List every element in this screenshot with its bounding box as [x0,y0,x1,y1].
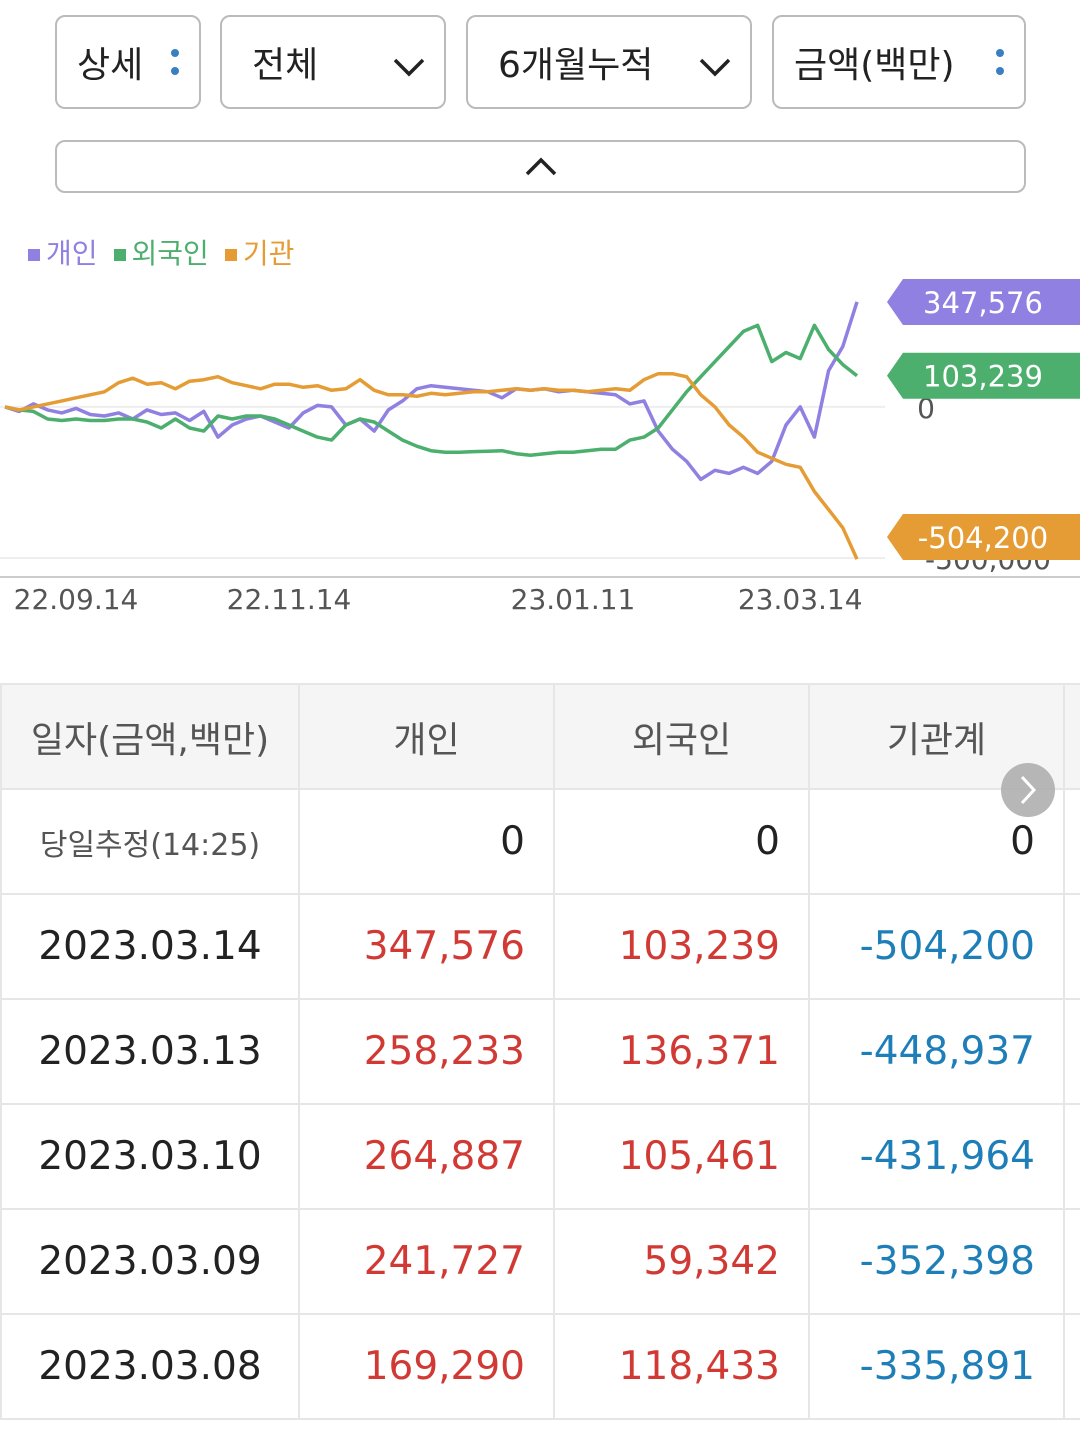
y-tick-label: 0 [917,392,935,425]
date-cell: 2023.03.13 [0,998,300,1105]
x-tick-label: 23.01.11 [511,583,636,616]
value-cell: -504,200 [808,893,1065,1000]
dots-icon [171,49,179,75]
value-cell: 258,233 [298,998,555,1105]
table-row: 2023.03.10 264,887 105,461 -431,964 [0,1103,1080,1210]
end-tag [887,279,1080,325]
end-tag-label: 347,576 [923,286,1043,320]
button-label: 상세 [77,45,144,86]
header-cell: 일자(금액,백만) [0,683,300,790]
value-cell: 103,239 [553,893,810,1000]
detail-button[interactable]: 상세 [55,15,201,109]
end-tag-label: -504,200 [918,521,1048,555]
dropdown-label: 6개월누적 [498,45,654,86]
legend-label: 개인 [46,237,98,270]
date-cell: 2023.03.10 [0,1103,300,1210]
scope-dropdown[interactable]: 전체 [220,15,446,109]
legend-item: 개인 [28,232,98,272]
header-cell-extra [1063,683,1080,790]
table-row: 당일추정(14:25) 0 0 0 [0,788,1080,895]
x-tick-label: 22.11.14 [227,583,352,616]
chevron-up-icon [525,157,556,175]
end-tag-label: 103,239 [923,360,1043,394]
value-cell: 347,576 [298,893,555,1000]
value-cell: 241,727 [298,1208,555,1315]
legend-swatch [113,249,126,261]
button-label: 금액(백만) [794,45,955,86]
line-series [4,301,859,482]
table-row: 2023.03.14 347,576 103,239 -504,200 [0,893,1080,1000]
end-tag [887,352,1080,399]
extra-cell [1063,788,1080,895]
legend-swatch [224,249,237,261]
value-cell: 105,461 [553,1103,810,1210]
header-cell: 외국인 [553,683,810,790]
legend-swatch [28,249,40,261]
legend-label: 기관 [242,237,295,270]
dropdown-label: 전체 [252,45,319,86]
value-cell: 264,887 [298,1103,555,1210]
x-tick-label: 22.09.14 [14,583,139,616]
extra-cell [1063,1313,1080,1420]
value-cell: -448,937 [808,998,1065,1105]
date-cell: 2023.03.08 [0,1313,300,1420]
extra-cell [1063,893,1080,1000]
value-cell: 59,342 [553,1208,810,1315]
chevron-icon [699,58,731,77]
date-cell: 당일추정(14:25) [0,788,300,895]
data-table: 일자(금액,백만) 개인 외국인 기관계 당일추정(14:25) 0 0 0 2023.03.1… [0,683,1080,1420]
value-cell: 136,371 [553,998,810,1105]
line-series [4,371,859,560]
value-cell: 0 [298,788,555,895]
legend: 개인 외국인 기관 [28,232,294,272]
header-row: 일자(금액,백만) 개인 외국인 기관계 [0,683,1080,790]
chevron-icon [393,58,425,77]
line-series [4,323,859,457]
date-cell: 2023.03.09 [0,1208,300,1315]
scroll-right-button[interactable] [1000,762,1056,818]
legend-label: 외국인 [131,237,209,270]
value-cell: -335,891 [808,1313,1065,1420]
x-tick-label: 23.03.14 [738,583,863,616]
collapse-button[interactable] [55,140,1026,193]
date-cell: 2023.03.14 [0,893,300,1000]
extra-cell [1063,1103,1080,1210]
chart: 0-500,00022.09.1422.11.1423.01.1123.03.1… [0,279,1080,616]
table-row: 2023.03.13 258,233 136,371 -448,937 [0,998,1080,1105]
dots-icon [996,49,1004,75]
legend-item: 기관 [224,232,295,272]
value-cell: -431,964 [808,1103,1065,1210]
value-cell: 0 [553,788,810,895]
period-dropdown[interactable]: 6개월누적 [466,15,752,109]
value-cell: 118,433 [553,1313,810,1420]
extra-cell [1063,998,1080,1105]
value-cell: -352,398 [808,1208,1065,1315]
table-row: 2023.03.08 169,290 118,433 -335,891 [0,1313,1080,1420]
value-cell: 169,290 [298,1313,555,1420]
header-cell: 기관계 [808,683,1065,790]
end-tag [887,514,1080,560]
table-row: 2023.03.09 241,727 59,342 -352,398 [0,1208,1080,1315]
unit-button[interactable]: 금액(백만) [772,15,1026,109]
header-cell: 개인 [298,683,555,790]
extra-cell [1063,1208,1080,1315]
legend-item: 외국인 [113,232,209,272]
